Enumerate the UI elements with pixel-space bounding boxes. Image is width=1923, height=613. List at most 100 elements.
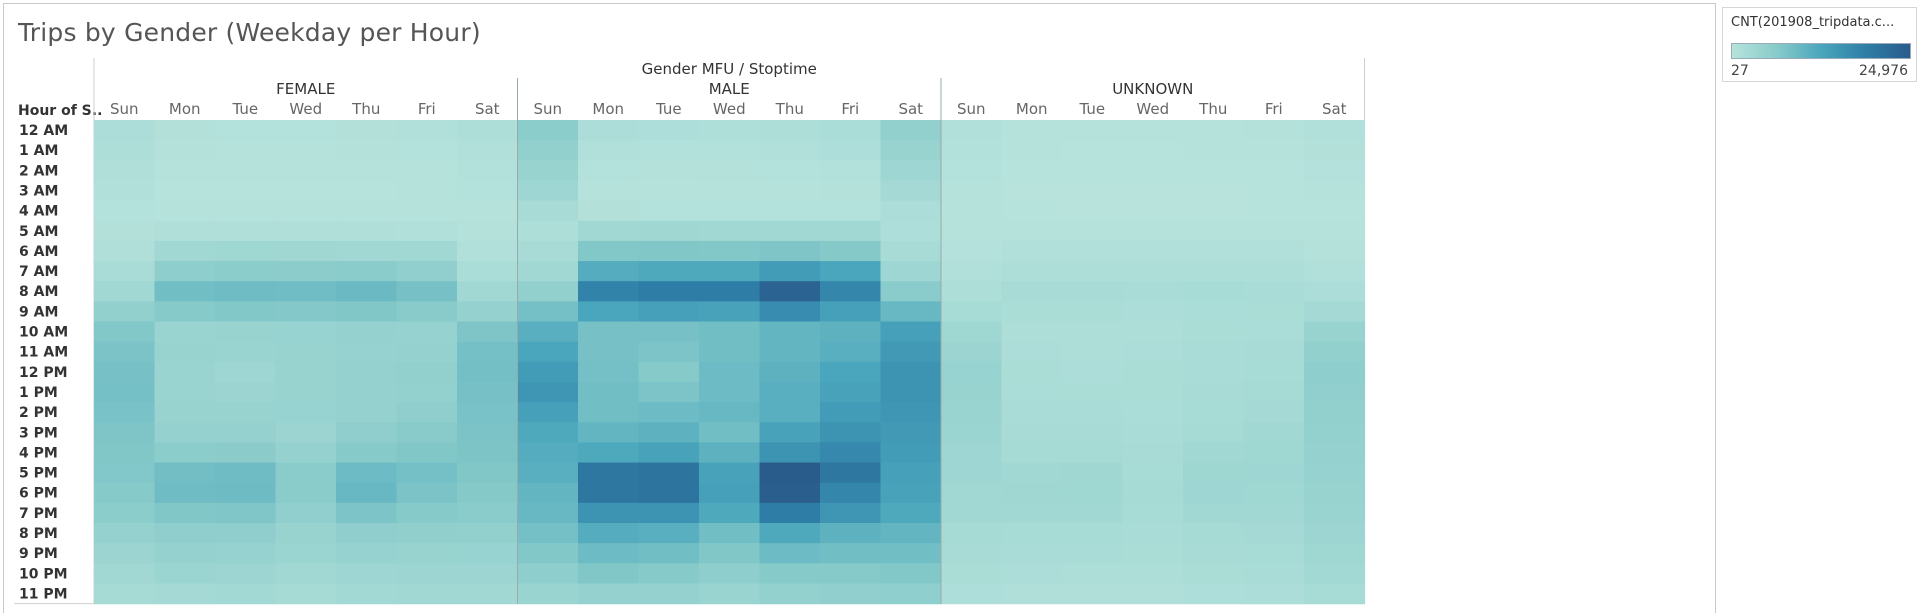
heat-cell bbox=[457, 422, 519, 443]
hour-label: 9 AM bbox=[19, 304, 58, 320]
heat-cell bbox=[457, 523, 519, 544]
heat-cell bbox=[1183, 482, 1245, 504]
heat-cell bbox=[941, 160, 1003, 182]
heat-cell bbox=[1001, 402, 1063, 423]
heat-cell bbox=[699, 462, 761, 484]
heat-cell bbox=[275, 361, 337, 383]
heat-cell bbox=[1001, 160, 1063, 182]
heat-cell bbox=[517, 381, 579, 403]
heat-cell bbox=[820, 160, 882, 182]
heat-cell bbox=[759, 361, 821, 383]
heat-cell bbox=[880, 502, 942, 524]
heat-cell bbox=[336, 402, 398, 423]
heat-cell bbox=[941, 281, 1003, 302]
heat-cell bbox=[1304, 583, 1366, 605]
heat-cell bbox=[941, 120, 1003, 141]
heat-cell bbox=[638, 563, 700, 585]
heat-cell bbox=[457, 442, 519, 464]
heat-cell bbox=[941, 220, 1003, 242]
heat-cell bbox=[1062, 240, 1124, 262]
heat-cell bbox=[517, 200, 579, 222]
day-label-female-sat: Sat bbox=[475, 100, 500, 118]
heat-cell bbox=[336, 120, 398, 141]
heat-cell bbox=[457, 261, 519, 282]
heat-cell bbox=[1062, 140, 1124, 161]
heat-cell bbox=[1001, 482, 1063, 504]
heat-cell bbox=[154, 301, 216, 323]
heat-cell bbox=[1062, 543, 1124, 564]
heat-cell bbox=[1304, 321, 1366, 343]
heat-cell bbox=[336, 442, 398, 464]
heat-cell bbox=[880, 261, 942, 282]
heat-cell bbox=[880, 422, 942, 443]
heat-cell bbox=[638, 240, 700, 262]
heat-cell bbox=[154, 543, 216, 564]
heat-cell bbox=[275, 160, 337, 182]
heat-cell bbox=[94, 220, 156, 242]
heat-cell bbox=[1122, 381, 1184, 403]
heat-cell bbox=[215, 120, 277, 141]
heat-cell bbox=[1304, 381, 1366, 403]
heat-cell bbox=[336, 381, 398, 403]
hour-label: 10 AM bbox=[19, 325, 68, 341]
heat-cell bbox=[759, 120, 821, 141]
heat-cell bbox=[1243, 281, 1305, 302]
heat-cell bbox=[275, 281, 337, 302]
heat-cell bbox=[94, 402, 156, 423]
heat-cell bbox=[275, 240, 337, 262]
heat-cell bbox=[457, 482, 519, 504]
day-label-female-mon: Mon bbox=[169, 100, 201, 118]
heat-cell bbox=[1062, 402, 1124, 423]
heat-cell bbox=[578, 523, 640, 544]
heat-cell bbox=[517, 261, 579, 282]
heat-cell bbox=[699, 543, 761, 564]
heat-cell bbox=[336, 543, 398, 564]
heat-cell bbox=[880, 281, 942, 302]
heat-cell bbox=[1122, 422, 1184, 443]
hour-label: 12 AM bbox=[19, 123, 68, 139]
day-label-male-fri: Fri bbox=[841, 100, 859, 118]
heat-cell bbox=[517, 301, 579, 323]
heat-cell bbox=[1243, 422, 1305, 443]
heat-cell bbox=[638, 180, 700, 202]
heat-cell bbox=[457, 180, 519, 202]
heat-cell bbox=[457, 240, 519, 262]
heat-cell bbox=[275, 220, 337, 242]
heat-cell bbox=[578, 160, 640, 182]
heat-cell bbox=[215, 140, 277, 161]
heat-cell bbox=[396, 381, 458, 403]
heat-cell bbox=[215, 341, 277, 363]
heat-cell bbox=[1243, 240, 1305, 262]
heat-cell bbox=[94, 261, 156, 282]
heat-cell bbox=[396, 160, 458, 182]
heat-cell bbox=[1001, 523, 1063, 544]
heat-cell bbox=[880, 482, 942, 504]
heat-cell bbox=[336, 200, 398, 222]
heat-cell bbox=[94, 442, 156, 464]
heat-cell bbox=[699, 361, 761, 383]
heat-cell bbox=[457, 381, 519, 403]
heat-cell bbox=[1304, 281, 1366, 302]
heat-cell bbox=[1001, 563, 1063, 585]
heat-cell bbox=[1304, 160, 1366, 182]
heat-cell bbox=[638, 341, 700, 363]
heat-cell bbox=[1062, 220, 1124, 242]
heat-cell bbox=[275, 442, 337, 464]
heat-cell bbox=[1304, 543, 1366, 564]
heat-cell bbox=[699, 321, 761, 343]
heat-cell bbox=[275, 120, 337, 141]
heat-cell bbox=[1001, 281, 1063, 302]
day-label-female-sun: Sun bbox=[110, 100, 139, 118]
heat-cell bbox=[699, 220, 761, 242]
heat-cell bbox=[880, 220, 942, 242]
heat-cell bbox=[1243, 442, 1305, 464]
heat-cell bbox=[94, 482, 156, 504]
heat-cell bbox=[1243, 180, 1305, 202]
heat-cell bbox=[880, 402, 942, 423]
heat-cell bbox=[820, 402, 882, 423]
heat-cell bbox=[1062, 200, 1124, 222]
heat-cell bbox=[1183, 321, 1245, 343]
heat-cell bbox=[578, 341, 640, 363]
heat-cell bbox=[396, 341, 458, 363]
heat-cell bbox=[1122, 240, 1184, 262]
